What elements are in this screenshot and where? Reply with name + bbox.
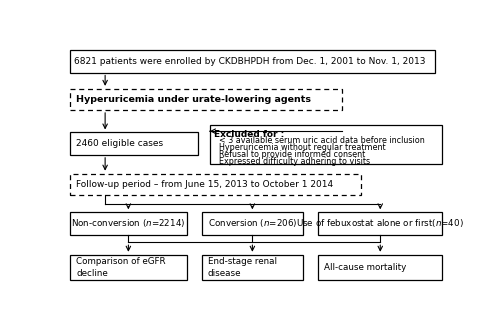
FancyBboxPatch shape [210, 125, 442, 164]
Text: Conversion ($\it{n}$=206): Conversion ($\it{n}$=206) [208, 217, 297, 229]
Text: End-stage renal
disease: End-stage renal disease [208, 257, 277, 278]
FancyBboxPatch shape [70, 255, 186, 280]
FancyBboxPatch shape [70, 212, 186, 235]
FancyBboxPatch shape [70, 50, 434, 73]
Text: Hyperuricemia without regular treatment: Hyperuricemia without regular treatment [220, 144, 386, 152]
Text: Non-conversion ($\it{n}$=2214): Non-conversion ($\it{n}$=2214) [71, 217, 186, 229]
Text: Hyperuricemia under urate-lowering agents: Hyperuricemia under urate-lowering agent… [76, 95, 311, 104]
Text: Follow-up period – from June 15, 2013 to October 1 2014: Follow-up period – from June 15, 2013 to… [76, 180, 333, 189]
FancyBboxPatch shape [202, 255, 303, 280]
Text: < 3 available serum uric acid data before inclusion: < 3 available serum uric acid data befor… [220, 136, 425, 145]
FancyBboxPatch shape [70, 174, 361, 195]
FancyBboxPatch shape [318, 255, 442, 280]
Text: Excluded for :: Excluded for : [214, 131, 284, 139]
FancyBboxPatch shape [70, 133, 198, 155]
Text: 2460 eligible cases: 2460 eligible cases [76, 139, 163, 148]
Text: Refusal to provide informed consent: Refusal to provide informed consent [220, 150, 366, 159]
FancyBboxPatch shape [318, 212, 442, 235]
FancyBboxPatch shape [202, 212, 303, 235]
Text: 6821 patients were enrolled by CKDBHPDH from Dec. 1, 2001 to Nov. 1, 2013: 6821 patients were enrolled by CKDBHPDH … [74, 57, 426, 66]
Text: Comparison of eGFR
decline: Comparison of eGFR decline [76, 257, 166, 278]
Text: Expressed difficulty adhering to visits: Expressed difficulty adhering to visits [220, 157, 370, 167]
Text: All-cause mortality: All-cause mortality [324, 263, 406, 272]
FancyBboxPatch shape [70, 89, 342, 110]
Text: Use of febuxostat alone or first($\it{n}$=40): Use of febuxostat alone or first($\it{n}… [296, 217, 464, 229]
